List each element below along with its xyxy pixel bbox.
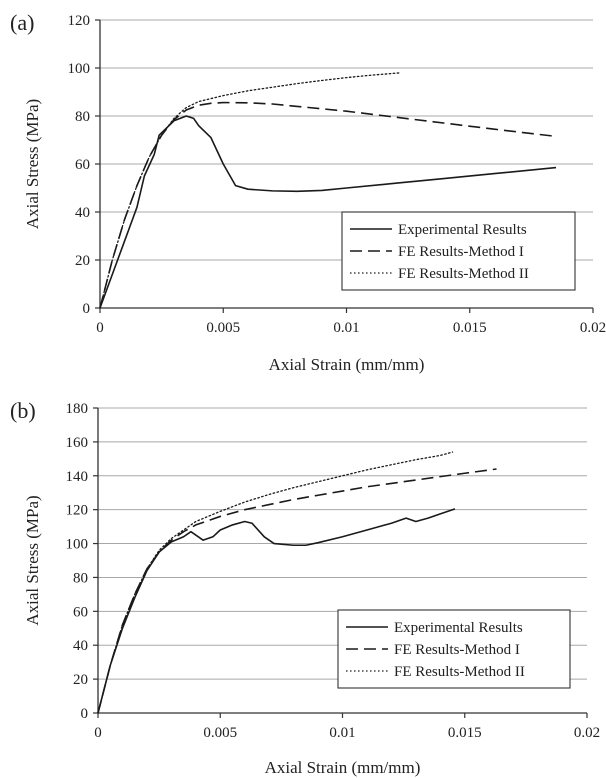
legend-entry-label: FE Results-Method II [394,664,525,680]
series-line-dotted [97,451,454,714]
y-tick-label: 160 [66,435,89,451]
x-axis-label: Axial Strain (mm/mm) [269,355,425,374]
y-tick-label: 120 [66,503,89,519]
y-tick-label: 80 [73,570,88,586]
panel-label: (a) [10,10,34,35]
y-tick-label: 80 [75,109,90,125]
y-tick-label: 60 [75,157,90,173]
legend-box [341,211,576,291]
x-axis-label: Axial Strain (mm/mm) [265,758,421,777]
legend-entry-label: FE Results-Method I [398,244,524,260]
legend: Experimental Results FE Results-Method I F… [341,211,576,291]
legend-entry-label: Experimental Results [398,222,527,238]
y-tick-label: 20 [73,672,88,688]
x-tick-label: 0.02 [580,320,606,336]
x-tick-label: 0.01 [329,725,355,741]
legend: Experimental Results FE Results-Method I F… [337,609,571,689]
x-tick-label: 0.005 [203,725,237,741]
y-axis-label: Axial Stress (MPa) [23,495,42,625]
y-tick-label: 0 [81,706,89,722]
x-tick-label: 0.02 [574,725,600,741]
y-tick-label: 40 [75,205,90,221]
x-tick-label: 0 [94,725,102,741]
y-tick-label: 0 [83,301,91,317]
y-tick-label: 180 [66,401,89,417]
y-tick-label: 120 [68,13,91,29]
series-line-dotted [99,72,402,309]
x-tick-label: 0.005 [206,320,240,336]
chart-panel-a: 0 20 40 60 80 100 120 0 0.005 0.01 0.015 0.02 Axial … [10,10,606,374]
y-tick-label: 20 [75,253,90,269]
chart-panel-b: 0 20 40 60 80 100 120 140 160 180 0 0.005 0.01 0.015 0… [10,398,600,777]
y-tick-label: 100 [66,537,89,553]
y-tick-label: 40 [73,638,88,654]
x-tick-label: 0.01 [333,320,359,336]
series-line-solid [99,115,557,309]
legend-entry-label: Experimental Results [394,620,523,636]
y-tick-label: 60 [73,604,88,620]
y-tick-label: 100 [68,61,91,77]
y-tick-label: 140 [66,469,89,485]
y-axis-label: Axial Stress (MPa) [23,99,42,229]
x-tick-label: 0 [96,320,104,336]
x-tick-label: 0.015 [448,725,482,741]
x-tick-label: 0.015 [453,320,487,336]
legend-box [337,609,571,689]
panel-label: (b) [10,398,36,423]
legend-entry-label: FE Results-Method I [394,642,520,658]
legend-entry-label: FE Results-Method II [398,266,529,282]
